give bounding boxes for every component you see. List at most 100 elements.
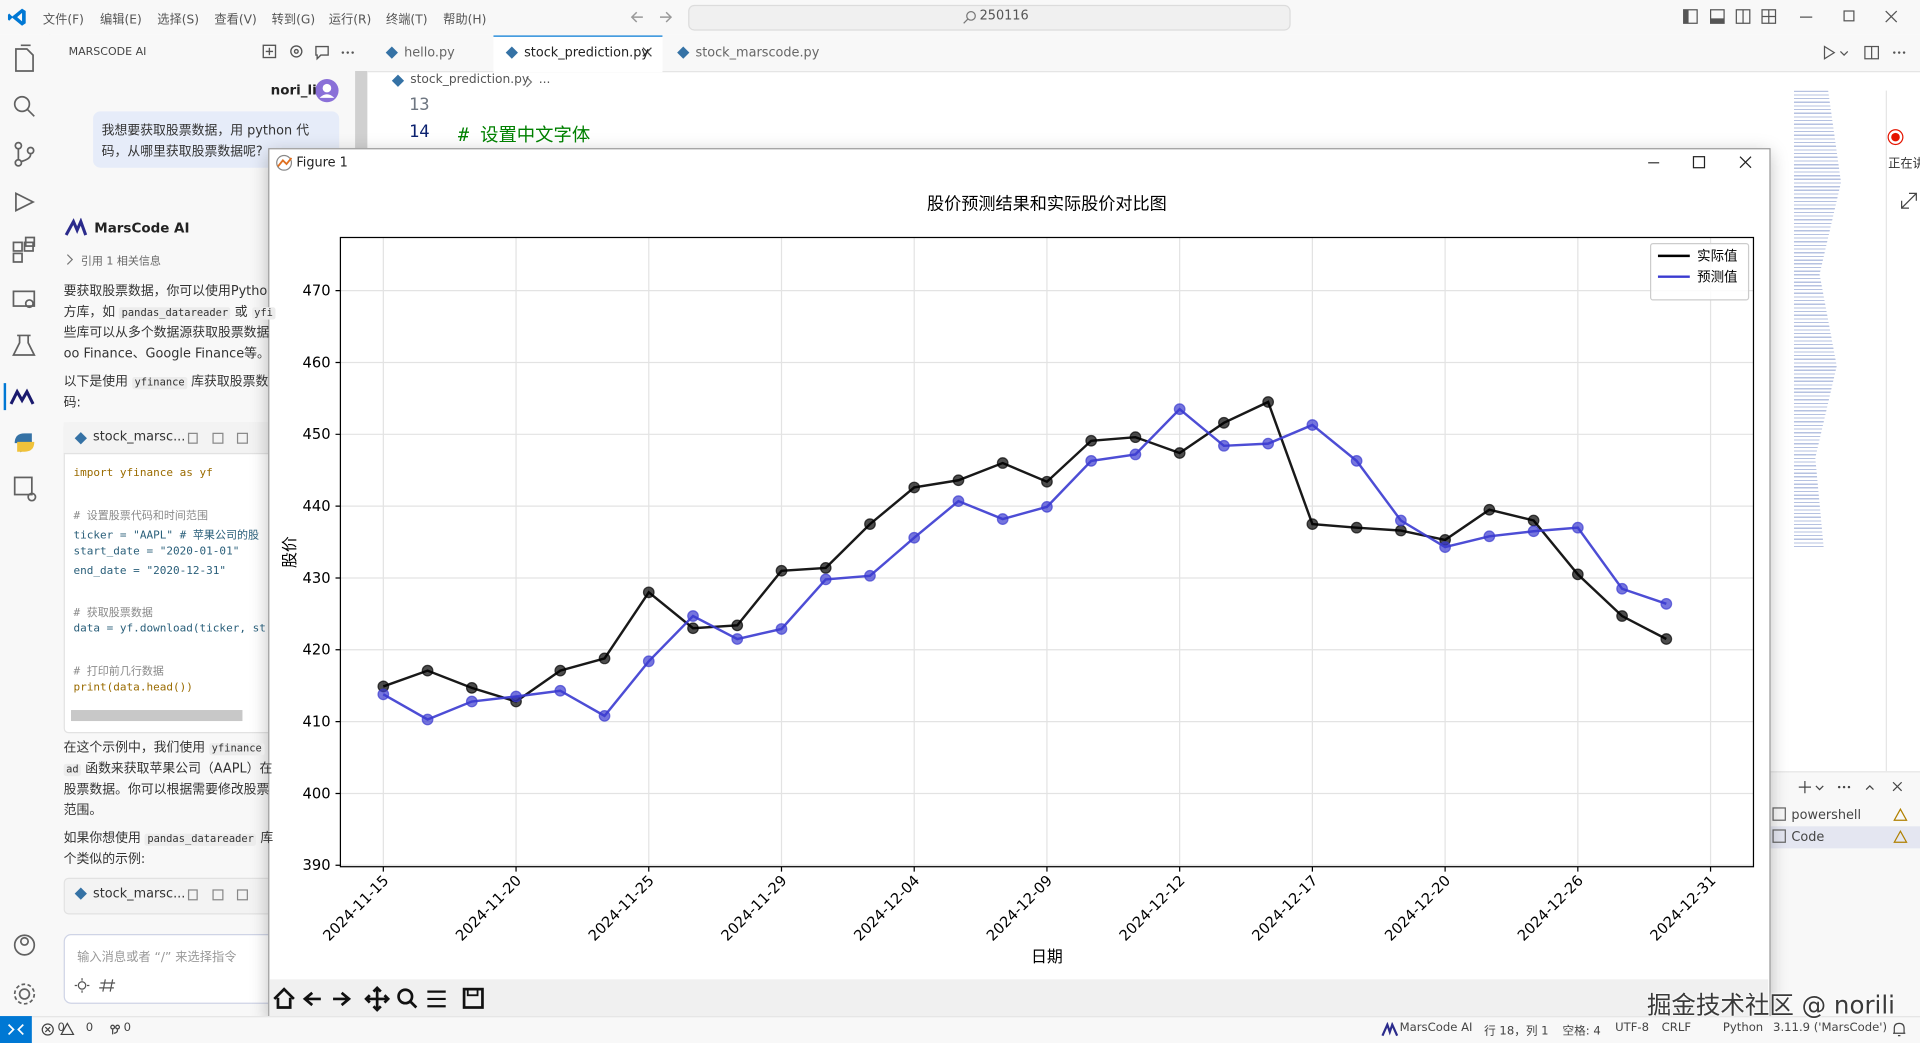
menu-item[interactable]: 运行(R) bbox=[328, 13, 372, 27]
answer-line: 以下是使用 yfinance 库获取股票数 bbox=[64, 372, 269, 390]
data-point bbox=[1041, 500, 1053, 513]
remote-button[interactable] bbox=[0, 1016, 32, 1043]
data-point bbox=[1571, 521, 1584, 534]
answer-line: 股票数据。你可以根据需要修改股票 bbox=[64, 780, 270, 798]
data-point bbox=[1483, 503, 1496, 516]
code-file-name: stock_marsc... bbox=[93, 429, 186, 445]
answer-line: oo Finance、Google Finance等。 bbox=[64, 344, 270, 362]
code-scrollbar[interactable] bbox=[71, 710, 243, 722]
input-tools[interactable] bbox=[73, 977, 122, 994]
status-item[interactable]: 3.11.9 ('MarsCode') bbox=[1773, 1020, 1888, 1035]
data-point bbox=[1350, 521, 1363, 534]
search-text[interactable]: 250116 bbox=[979, 8, 1029, 24]
tab[interactable]: stock_prediction.py bbox=[524, 45, 649, 60]
data-point bbox=[377, 688, 390, 701]
status-count[interactable]: 0 bbox=[123, 1020, 132, 1035]
status-item[interactable]: MarsCode AI bbox=[1399, 1020, 1473, 1035]
data-point bbox=[864, 569, 876, 582]
status-item[interactable]: UTF-8 bbox=[1615, 1020, 1650, 1035]
data-point bbox=[996, 457, 1009, 469]
figure-icon bbox=[276, 154, 293, 171]
tab-close[interactable] bbox=[642, 47, 654, 59]
chart-title: 股价预测结果和实际股价对比图 bbox=[927, 194, 1167, 214]
reference[interactable]: 引用 1 相关信息 bbox=[80, 255, 161, 269]
panel-title: MARSCODE AI bbox=[68, 46, 147, 59]
data-point bbox=[1527, 514, 1540, 527]
answer-line: 方库，如 pandas_datareader 或 yfi bbox=[64, 302, 276, 320]
active-tab[interactable] bbox=[493, 35, 663, 73]
tab[interactable]: stock_marscode.py bbox=[695, 45, 820, 60]
inline-code: yfinance bbox=[132, 377, 188, 390]
legend-label: 预测值 bbox=[1697, 270, 1737, 286]
window-controls[interactable] bbox=[1678, 7, 1920, 27]
chart: 390 400 410 420 430 440 450 460 470 2024-11-15 202… bbox=[280, 194, 1755, 966]
figure-window-controls[interactable] bbox=[1641, 153, 1763, 173]
menu-item[interactable]: 选择(S) bbox=[157, 13, 200, 27]
status-item[interactable]: 空格: 4 bbox=[1562, 1024, 1601, 1039]
y-tick-label: 430 bbox=[303, 570, 331, 587]
data-point bbox=[1262, 396, 1275, 408]
code-actions[interactable] bbox=[186, 886, 269, 903]
status-item[interactable]: Python bbox=[1722, 1020, 1764, 1035]
activity-icons[interactable] bbox=[0, 34, 49, 1013]
menu-item[interactable]: 编辑(E) bbox=[100, 13, 142, 27]
breadcrumb-chevron bbox=[526, 76, 533, 88]
chat-scrollbar[interactable] bbox=[355, 71, 368, 157]
data-point bbox=[1085, 434, 1098, 447]
series-line bbox=[382, 400, 1667, 703]
y-tick-label: 410 bbox=[303, 714, 331, 731]
data-point bbox=[1571, 568, 1584, 581]
data-point bbox=[598, 710, 611, 722]
terminal-icons bbox=[1772, 807, 1908, 843]
text: 如果你想使用 bbox=[63, 831, 145, 846]
terminal-item[interactable]: powershell bbox=[1791, 807, 1862, 823]
code-line: ticker = "AAPL" # 苹果公司的股 bbox=[73, 530, 260, 543]
chat-panel-actions[interactable] bbox=[260, 43, 364, 63]
file-icon bbox=[677, 46, 690, 59]
data-point bbox=[775, 564, 788, 577]
editor-actions[interactable] bbox=[1820, 43, 1918, 63]
menu-item[interactable]: 帮助(H) bbox=[443, 13, 487, 27]
data-point bbox=[598, 652, 611, 665]
breadcrumb[interactable]: stock_prediction.py bbox=[410, 73, 530, 87]
data-point bbox=[510, 690, 522, 703]
data-point bbox=[908, 531, 921, 544]
menu-item[interactable]: 终端(T) bbox=[385, 13, 428, 27]
file-icon bbox=[74, 887, 87, 900]
search-icon bbox=[963, 11, 976, 24]
code-line: # 获取股票数据 bbox=[73, 607, 153, 620]
code-actions[interactable] bbox=[186, 430, 269, 447]
menu-item[interactable]: 转到(G) bbox=[271, 13, 316, 27]
terminal-item[interactable]: Code bbox=[1791, 829, 1825, 845]
data-point bbox=[1129, 448, 1142, 461]
menu-item[interactable]: 文件(F) bbox=[42, 13, 84, 27]
data-point bbox=[1350, 455, 1363, 467]
search-box[interactable] bbox=[688, 4, 1291, 31]
minimap bbox=[1793, 90, 1842, 550]
data-point bbox=[1439, 541, 1451, 553]
tab[interactable]: hello.py bbox=[404, 45, 455, 60]
terminal-selected[interactable] bbox=[1769, 826, 1920, 849]
code-line: # 设置股票代码和时间范围 bbox=[73, 510, 208, 523]
breadcrumb[interactable]: ... bbox=[538, 73, 551, 87]
status-count[interactable]: 0 bbox=[57, 1020, 65, 1035]
data-point bbox=[952, 495, 965, 507]
menu-item[interactable]: 查看(V) bbox=[214, 13, 257, 27]
status-item[interactable]: 行 18，列 1 bbox=[1484, 1024, 1549, 1039]
record-button[interactable] bbox=[1886, 127, 1906, 147]
notifications[interactable] bbox=[1891, 1021, 1908, 1038]
input-placeholder[interactable]: 输入消息或者 “/” 来选择指令 bbox=[77, 951, 237, 965]
figure-tools[interactable] bbox=[272, 985, 492, 1012]
data-point bbox=[996, 513, 1009, 525]
expand-icon[interactable] bbox=[1898, 190, 1920, 212]
data-point bbox=[421, 664, 434, 677]
marscode-status-icon bbox=[1381, 1022, 1399, 1037]
code-file-name: stock_marsc... bbox=[93, 886, 186, 901]
reference-chevron[interactable] bbox=[65, 253, 75, 265]
terminal-actions[interactable] bbox=[1795, 779, 1917, 796]
answer-line: 个类似的示例: bbox=[64, 850, 145, 868]
answer-line: 码: bbox=[64, 393, 81, 411]
status-item[interactable]: CRLF bbox=[1661, 1020, 1692, 1035]
status-count[interactable]: 0 bbox=[85, 1020, 94, 1035]
nav-arrows[interactable] bbox=[630, 9, 680, 26]
